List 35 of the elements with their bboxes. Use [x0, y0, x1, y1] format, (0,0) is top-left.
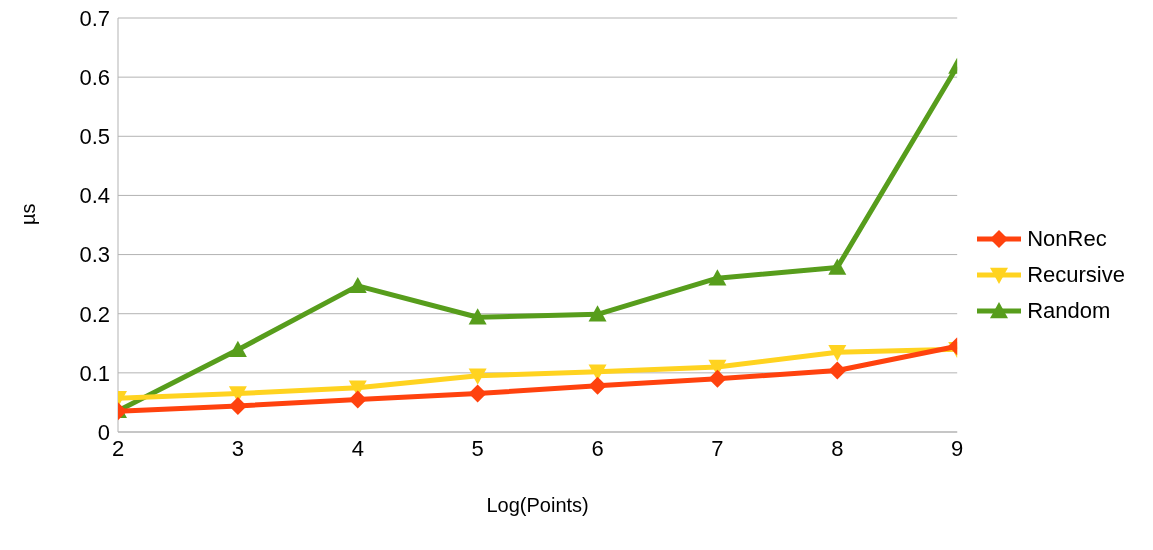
y-tick-label: 0.7: [79, 5, 110, 31]
y-axis-title: µs: [17, 203, 40, 225]
x-axis-title: Log(Points): [486, 494, 589, 516]
y-tick-label: 0: [97, 419, 110, 445]
x-tick-label: 8: [831, 435, 844, 461]
y-tick-label: 0.6: [79, 64, 110, 90]
y-tick-label: 0.1: [79, 360, 110, 386]
x-tick-label: 3: [231, 435, 245, 461]
legend-label: Random: [1027, 298, 1111, 324]
x-tick-label: 4: [351, 435, 364, 461]
legend-label: NonRec: [1027, 226, 1107, 252]
y-tick-label: 0.5: [79, 124, 110, 150]
point: [828, 344, 847, 362]
point: [828, 361, 847, 380]
point: [468, 308, 487, 325]
legend-label: Recursive: [1027, 262, 1125, 288]
x-tick-label: 6: [591, 435, 604, 461]
y-tick-label: 0.3: [79, 242, 110, 268]
point: [348, 390, 367, 409]
point: [468, 384, 487, 403]
x-tick-label: 5: [471, 435, 484, 461]
point: [588, 305, 607, 322]
y-tick-label: 0.2: [79, 301, 110, 327]
x-tick-label: 2: [111, 435, 125, 461]
point: [588, 376, 607, 395]
point: [588, 364, 607, 381]
point: [468, 368, 487, 385]
point: [228, 340, 247, 357]
point: [708, 269, 727, 286]
point: [348, 276, 367, 294]
y-tick-label: 0.4: [79, 183, 110, 209]
x-tick-label: 7: [711, 435, 724, 461]
point: [708, 369, 727, 388]
x-tick-label: 9: [951, 435, 964, 461]
point: [828, 258, 847, 275]
